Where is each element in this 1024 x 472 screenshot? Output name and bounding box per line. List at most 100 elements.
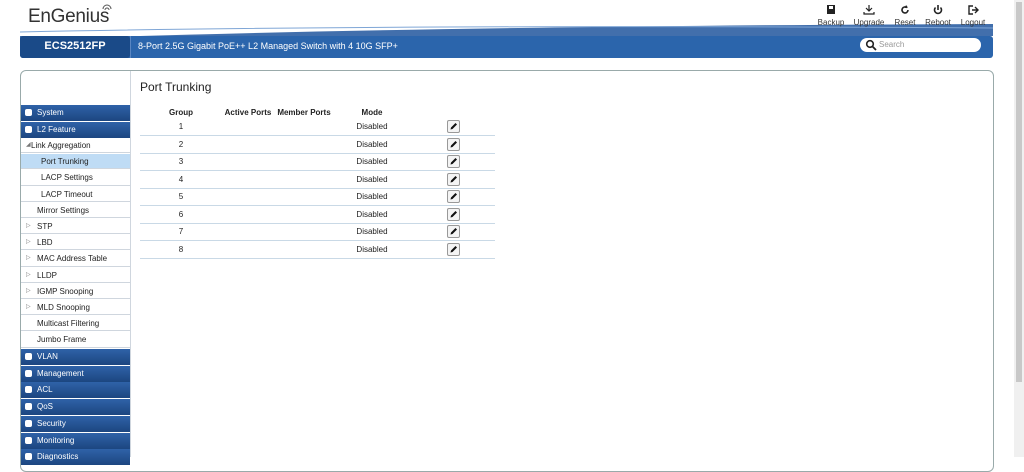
menu-icon: [25, 369, 32, 377]
menu-item[interactable]: Mirror Settings: [21, 202, 130, 218]
mode-cell: Disabled: [356, 227, 388, 236]
search-placeholder: Search: [879, 40, 905, 49]
expand-arrow: ▷: [26, 304, 31, 310]
menu-group[interactable]: Monitoring: [21, 432, 130, 449]
sidebar-divider: [130, 71, 131, 457]
menu-label: Multicast Filtering: [37, 319, 100, 329]
logo: EnGenius: [28, 6, 110, 27]
menu-item[interactable]: LACP Settings: [21, 170, 130, 186]
expand-arrow: ▷: [26, 223, 31, 229]
column-header: Group: [169, 108, 193, 117]
edit-icon: [450, 210, 457, 217]
expand-arrow: ▷: [26, 239, 31, 246]
table-row: 1 Disabled: [140, 118, 495, 136]
menu-item[interactable]: Port Trunking: [21, 154, 130, 170]
edit-button[interactable]: [447, 137, 460, 151]
edit-icon: [450, 193, 457, 200]
menu-item[interactable]: Link Aggregation ◢: [21, 138, 130, 154]
menu-label: IGMP Snooping: [37, 286, 94, 296]
page-title: Port Trunking: [140, 80, 212, 94]
menu-item[interactable]: LBD ▷: [21, 235, 130, 251]
menu-group[interactable]: QoS: [21, 399, 130, 416]
menu-icon: [25, 419, 32, 427]
header-action[interactable]: Backup: [814, 4, 848, 27]
menu-item[interactable]: MLD Snooping ▷: [21, 300, 130, 316]
edit-button[interactable]: [447, 172, 460, 186]
table-row: 5 Disabled: [140, 188, 495, 206]
edit-icon: [450, 140, 457, 147]
header-action[interactable]: Logout: [956, 4, 990, 27]
menu-label: LLDP: [37, 270, 58, 280]
menu-group[interactable]: Diagnostics: [21, 449, 130, 466]
scrollbar-thumb[interactable]: [1016, 2, 1022, 382]
menu-label: LACP Settings: [41, 173, 93, 183]
mode-cell: Disabled: [356, 174, 388, 184]
mode-cell: Disabled: [356, 157, 388, 166]
action-label: Backup: [817, 18, 845, 27]
expand-arrow: ▷: [26, 271, 31, 278]
edit-button[interactable]: [447, 120, 460, 133]
menu-label: STP: [37, 222, 53, 231]
menu-item[interactable]: IGMP Snooping ▷: [21, 283, 130, 299]
edit-icon: [450, 245, 457, 252]
group-cell: 3: [178, 157, 184, 166]
menu-label: MLD Snooping: [37, 303, 90, 312]
table-row: 6 Disabled: [140, 206, 495, 224]
menu-icon: [25, 403, 32, 411]
mode-cell: Disabled: [356, 244, 388, 254]
menu-group[interactable]: System: [21, 105, 130, 121]
menu-label: Port Trunking: [41, 157, 89, 167]
model-name: ECS2512FP: [44, 40, 106, 52]
table-row: 4 Disabled: [140, 171, 495, 189]
edit-button[interactable]: [447, 207, 460, 221]
menu-label: Jumbo Frame: [37, 335, 87, 345]
model-description: 8-Port 2.5G Gigabit PoE++ L2 Managed Swi…: [138, 41, 398, 51]
group-cell: 1: [178, 122, 184, 131]
menu-icon: [25, 109, 32, 116]
header-action[interactable]: Upgrade: [852, 4, 886, 27]
menu-item[interactable]: STP ▷: [21, 219, 130, 235]
menu-item[interactable]: Jumbo Frame: [21, 332, 130, 348]
action-icon: [863, 5, 875, 15]
menu-item[interactable]: MAC Address Table ▷: [21, 251, 130, 267]
group-cell: 6: [178, 209, 184, 219]
menu-group[interactable]: VLAN: [21, 349, 130, 365]
group-cell: 8: [178, 244, 184, 254]
action-label: Reset: [894, 18, 916, 27]
menu-group[interactable]: ACL: [21, 382, 130, 399]
menu-label: Link Aggregation: [31, 141, 91, 150]
edit-button[interactable]: [447, 225, 460, 238]
table-row: 2 Disabled: [140, 136, 495, 154]
mode-cell: Disabled: [356, 122, 388, 131]
group-cell: 4: [178, 174, 184, 184]
action-icon: [901, 5, 909, 14]
menu-item[interactable]: Multicast Filtering: [21, 316, 130, 332]
column-header: Mode: [361, 108, 383, 117]
header-action[interactable]: Reset: [888, 4, 922, 27]
group-cell: 2: [178, 139, 184, 149]
expand-arrow: ▷: [26, 255, 31, 262]
edit-button[interactable]: [447, 155, 460, 168]
edit-button[interactable]: [447, 190, 460, 203]
expand-arrow: ▷: [26, 287, 31, 294]
table-row: 3 Disabled: [140, 153, 495, 171]
group-cell: 7: [178, 227, 184, 236]
action-label: Reboot: [925, 18, 951, 27]
menu-item[interactable]: LLDP ▷: [21, 267, 130, 283]
menu-group[interactable]: Management: [21, 365, 130, 382]
menu-group[interactable]: L2 Feature: [21, 122, 130, 138]
menu-group[interactable]: Security: [21, 415, 130, 432]
table-row: 8 Disabled: [140, 241, 495, 259]
edit-button[interactable]: [447, 242, 460, 256]
mode-cell: Disabled: [356, 192, 388, 201]
menu-item[interactable]: LACP Timeout: [21, 186, 130, 202]
action-icon: [968, 5, 979, 15]
column-header: Active Ports: [224, 108, 272, 117]
menu-icon: [25, 126, 32, 133]
menu-icon: [25, 436, 32, 444]
header-action[interactable]: Reboot: [921, 4, 955, 27]
group-cell: 5: [178, 192, 184, 201]
search-box[interactable]: Search: [860, 38, 981, 52]
menu-icon: [25, 386, 32, 394]
menu-label: MAC Address Table: [37, 254, 108, 264]
